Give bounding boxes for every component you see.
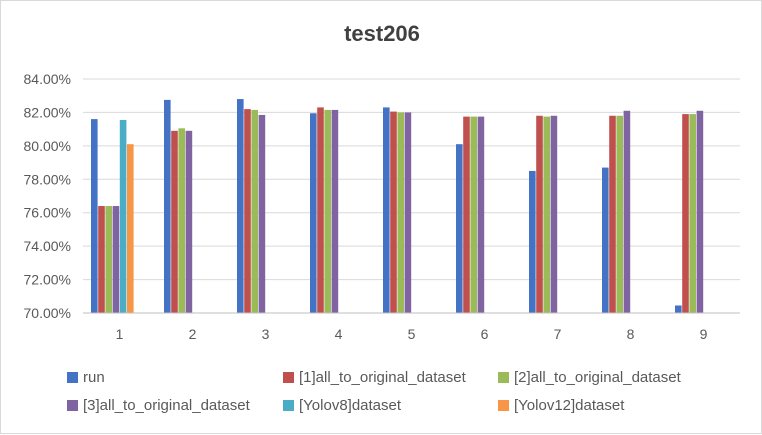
x-tick-label: 3	[262, 326, 270, 342]
bar	[675, 305, 682, 313]
bar	[470, 116, 477, 313]
bar	[178, 128, 185, 313]
bar	[258, 114, 266, 313]
legend-label: [3]all_to_original_dataset	[83, 397, 251, 414]
bar	[105, 206, 112, 313]
legend-swatch	[283, 372, 294, 383]
bar	[112, 206, 120, 313]
legend-label: run	[83, 369, 105, 386]
x-tick-label: 7	[554, 326, 562, 342]
bar	[310, 113, 317, 313]
bar	[404, 112, 412, 314]
bar	[251, 109, 258, 313]
bar	[127, 144, 134, 313]
bar	[383, 107, 390, 313]
bars	[91, 99, 704, 314]
axes: 70.00% 72.00% 74.00% 76.00% 78.00% 80.00% 82.0…	[24, 71, 740, 342]
legend-swatch	[67, 372, 78, 383]
x-tick-label: 9	[700, 326, 708, 342]
bar	[244, 109, 251, 313]
bar	[689, 114, 696, 313]
bar	[602, 167, 609, 313]
bar	[696, 110, 704, 313]
legend-label: [2]all_to_original_dataset	[514, 369, 682, 386]
x-tick-label: 6	[481, 326, 489, 342]
bar	[550, 115, 558, 314]
bar	[623, 110, 631, 313]
bar	[119, 119, 127, 313]
bar	[237, 99, 244, 313]
x-tick-label: 2	[189, 326, 197, 342]
chart-title: test206	[344, 21, 420, 46]
y-tick-label: 76.00%	[24, 205, 71, 221]
y-tick-label: 70.00%	[24, 305, 71, 321]
y-tick-label: 78.00%	[24, 171, 71, 187]
bar	[397, 112, 404, 314]
x-tick-label: 1	[116, 326, 124, 342]
bar	[185, 130, 193, 313]
bar	[171, 130, 178, 313]
bar	[98, 206, 105, 313]
bar	[529, 170, 536, 313]
bar	[390, 111, 397, 313]
y-tick-label: 80.00%	[24, 138, 71, 154]
legend-label: [Yolov8]dataset	[299, 397, 402, 414]
gridlines	[83, 78, 740, 281]
y-tick-label: 74.00%	[24, 238, 71, 254]
x-tick-label: 5	[408, 326, 416, 342]
bar	[331, 109, 339, 313]
bar	[543, 116, 550, 313]
y-tick-label: 82.00%	[24, 104, 71, 120]
x-tick-label: 4	[335, 326, 343, 342]
bar	[164, 99, 171, 313]
bar	[477, 116, 485, 313]
bar	[91, 119, 98, 313]
legend-swatch	[67, 400, 78, 411]
legend-swatch	[498, 372, 509, 383]
bar	[463, 116, 470, 313]
bar	[536, 115, 543, 314]
bar	[317, 107, 324, 313]
legend-swatch	[498, 400, 509, 411]
legend-label: [Yolov12]dataset	[514, 397, 625, 414]
bar	[324, 109, 331, 313]
legend: run [1]all_to_original_dataset [2]all_to_o…	[67, 369, 682, 414]
legend-swatch	[283, 400, 294, 411]
x-tick-label: 8	[627, 326, 635, 342]
bar	[609, 115, 616, 314]
y-tick-label: 72.00%	[24, 272, 71, 288]
bar	[682, 114, 689, 313]
bar	[616, 115, 623, 314]
bar	[456, 144, 463, 313]
y-tick-label: 84.00%	[24, 71, 71, 87]
legend-label: [1]all_to_original_dataset	[299, 369, 467, 386]
